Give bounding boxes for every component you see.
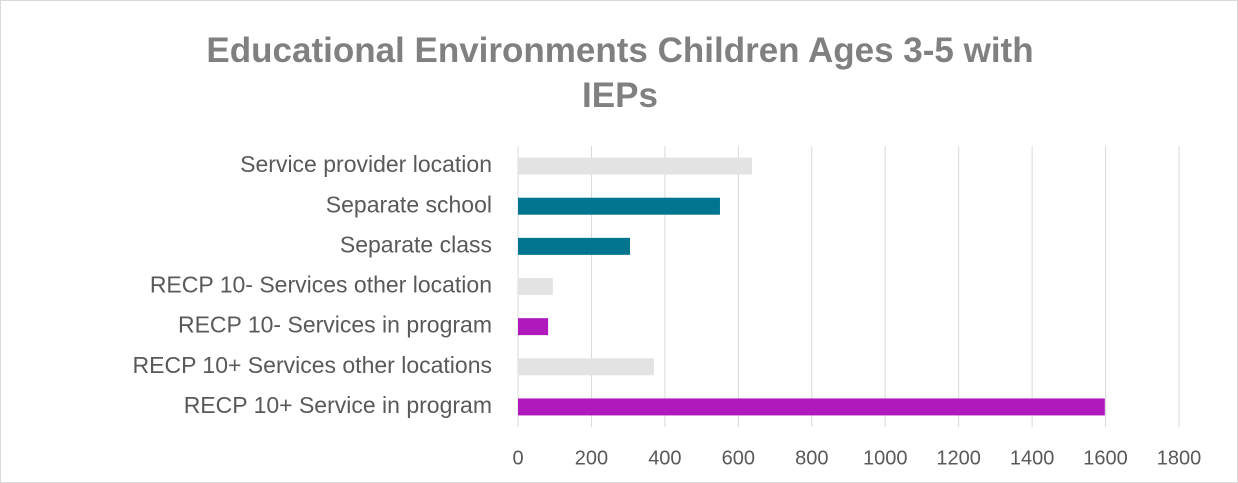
y-tick-label: Service provider location	[240, 151, 492, 177]
x-tick-label: 600	[722, 447, 755, 469]
bar	[518, 398, 1105, 416]
x-tick-label: 1200	[936, 447, 981, 469]
bar	[518, 358, 654, 376]
bar	[518, 197, 720, 215]
x-tick-label: 400	[648, 447, 681, 469]
y-tick-label: RECP 10+ Service in program	[184, 392, 492, 418]
y-tick-label: RECP 10+ Services other locations	[133, 352, 492, 378]
x-tick-label: 1800	[1157, 447, 1202, 469]
y-tick-label: RECP 10- Services other location	[150, 272, 492, 298]
y-tick-label: RECP 10- Services in program	[178, 312, 492, 338]
bar	[518, 318, 549, 336]
chart-title: Educational Environments Children Ages 3…	[206, 31, 1034, 115]
x-tick-label: 1400	[1010, 447, 1055, 469]
x-tick-label: 1600	[1083, 447, 1128, 469]
bar	[518, 278, 553, 295]
x-tick-label: 200	[575, 447, 608, 469]
x-tick-label: 0	[512, 447, 523, 469]
bar	[518, 237, 631, 255]
y-tick-label: Separate school	[326, 191, 492, 217]
x-tick-label: 1000	[863, 447, 908, 469]
y-tick-label: Separate class	[340, 231, 492, 257]
x-tick-label: 800	[795, 447, 828, 469]
bar	[518, 157, 752, 175]
